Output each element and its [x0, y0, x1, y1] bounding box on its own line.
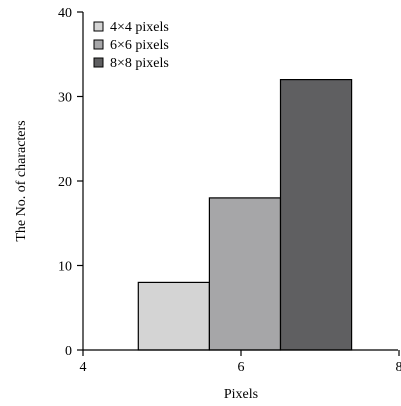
legend-swatch-2	[93, 39, 104, 50]
legend-label-2: 6×6 pixels	[110, 38, 169, 53]
x-ticks-group: 4 6 8	[80, 350, 401, 375]
y-tick-label: 20	[58, 175, 72, 190]
y-axis-title: The No. of characters	[14, 120, 29, 241]
x-tick-label: 8	[396, 360, 401, 375]
legend-label-3: 8×8 pixels	[110, 56, 169, 71]
y-tick-label: 40	[58, 6, 72, 21]
x-tick-label: 4	[80, 360, 87, 375]
legend-label-1: 4×4 pixels	[110, 20, 169, 35]
legend-swatch-1	[93, 21, 104, 32]
y-tick-label: 10	[58, 260, 72, 275]
y-tick-label: 30	[58, 91, 72, 106]
bar-3	[279, 78, 353, 351]
legend-swatch-3	[93, 57, 104, 68]
legend: 4×4 pixels 6×6 pixels 8×8 pixels	[93, 20, 169, 71]
x-tick-label: 6	[238, 360, 245, 375]
y-ticks-group: 0 10 20 30 40	[58, 6, 83, 359]
bars-group	[137, 78, 353, 351]
bar-2	[208, 197, 282, 351]
bar-1	[137, 281, 211, 351]
x-axis-title: Pixels	[224, 387, 258, 402]
y-tick-label: 0	[65, 344, 72, 359]
